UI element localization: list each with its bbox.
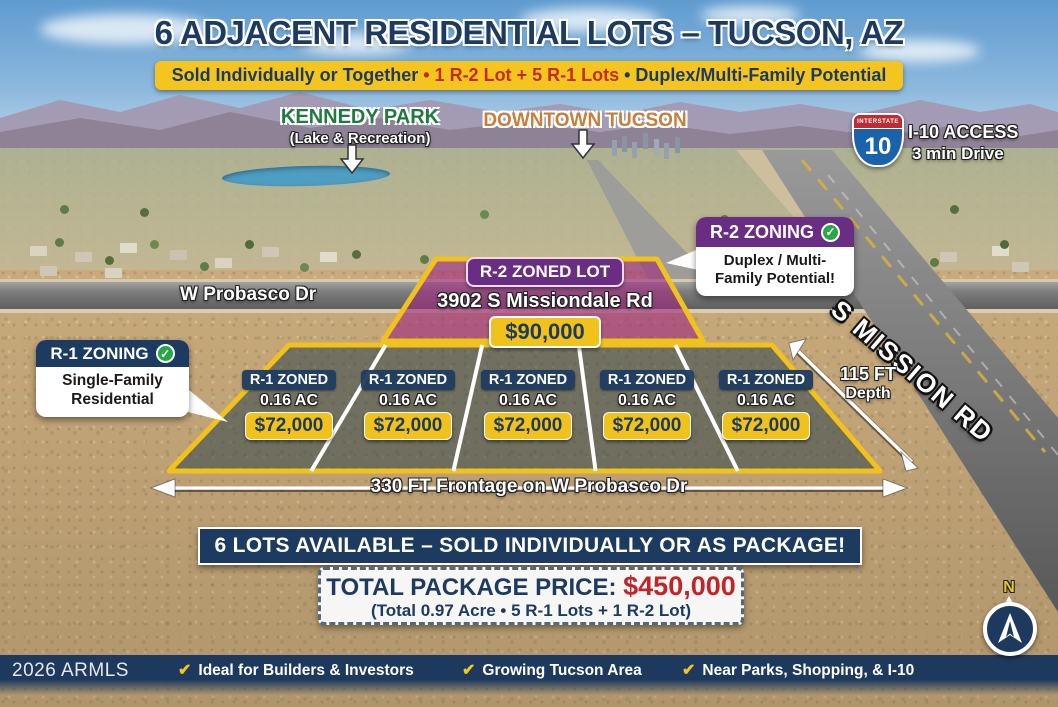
lot-zoning-badge: R-1 ZONED — [718, 370, 814, 390]
depth-arrow — [788, 338, 920, 472]
r2-callout-tail — [666, 247, 703, 271]
lot-zoning-badge: R-1 ZONED — [360, 370, 456, 390]
r1-lot-label-5: R-1 ZONED 0.16 AC $72,000 — [706, 370, 826, 440]
kennedy-park-arrow — [339, 144, 365, 175]
lot-area: 0.16 AC — [498, 392, 558, 409]
r1-lot-label-4: R-1 ZONED 0.16 AC $72,000 — [587, 370, 707, 440]
lot-price-badge: $72,000 — [721, 412, 811, 440]
depth-dimension-label: 115 FT Depth — [818, 364, 918, 403]
lot-zoning-badge: R-1 ZONED — [241, 370, 337, 390]
r1-lot-label-2: R-1 ZONED 0.16 AC $72,000 — [348, 370, 468, 440]
check-icon: ✔ — [178, 662, 192, 679]
check-circle-icon: ✓ — [821, 222, 840, 242]
check-circle-icon: ✓ — [155, 344, 175, 363]
page-title: 6 ADJACENT RESIDENTIAL LOTS – TUCSON, AZ — [154, 14, 904, 51]
downtown-title: DOWNTOWN TUCSON — [483, 110, 687, 131]
lot-area: 0.16 AC — [736, 392, 796, 409]
footer-item-3: ✔ Near Parks, Shopping, & I-10 — [682, 660, 914, 680]
availability-banner: 6 LOTS AVAILABLE – SOLD INDIVIDUALLY OR … — [198, 527, 862, 565]
lot-area: 0.16 AC — [259, 392, 319, 409]
r2-lot-price-badge: $90,000 — [489, 316, 601, 348]
cloud — [860, 40, 980, 62]
i10-access-label: I-10 ACCESS 3 min Drive — [908, 122, 1038, 164]
footer-item-text: Growing Tucson Area — [482, 662, 642, 679]
r1-lot-label-3: R-1 ZONED 0.16 AC $72,000 — [468, 370, 588, 440]
r2-lot-address: 3902 S Missiondale Rd — [437, 290, 653, 312]
lot-area: 0.16 AC — [617, 392, 677, 409]
lot-area: 0.16 AC — [378, 392, 438, 409]
frontage-arrow — [149, 478, 909, 498]
i10-access-line2: 3 min Drive — [912, 144, 1004, 163]
downtown-arrow — [570, 129, 596, 160]
kennedy-park-label: KENNEDY PARK (Lake & Recreation) — [250, 106, 470, 147]
r1-lots-polygon — [166, 342, 883, 474]
subtitle-part2: • Duplex/Multi-Family Potential — [619, 65, 887, 85]
total-price-value: $450,000 — [623, 571, 736, 601]
kennedy-park-title: KENNEDY PARK — [280, 106, 440, 128]
r2-zoning-header: R-2 ZONING ✓ — [696, 217, 854, 247]
subtitle-part1: Sold Individually or Together — [171, 65, 424, 85]
lot-zoning-badge: R-1 ZONED — [480, 370, 576, 390]
r2-lot-labels: R-2 ZONED LOT 3902 S Missiondale Rd $90,… — [425, 257, 665, 348]
r2-zoning-callout: R-2 ZONING ✓ Duplex / Multi-Family Potent… — [696, 217, 854, 296]
total-price-box: TOTAL PACKAGE PRICE: $450,000 (Total 0.9… — [318, 567, 744, 625]
r1-zoning-header: R-1 ZONING ✓ — [36, 340, 189, 367]
cloud — [40, 14, 210, 44]
total-price-line: TOTAL PACKAGE PRICE: $450,000 — [326, 571, 736, 602]
compass-arrow — [998, 613, 1022, 643]
check-icon: ✔ — [682, 662, 696, 679]
footer-item-text: Ideal for Builders & Investors — [198, 662, 414, 679]
interstate-10-shield-icon: INTERSTATE 10 — [852, 113, 904, 167]
lot-price-badge: $72,000 — [602, 412, 692, 440]
r2-lot-badge: R-2 ZONED LOT — [465, 257, 625, 287]
kennedy-park-subtitle: (Lake & Recreation) — [289, 130, 431, 147]
subtitle-highlight: • 1 R-2 Lot + 5 R-1 Lots — [423, 65, 620, 85]
footer-item-text: Near Parks, Shopping, & I-10 — [702, 662, 915, 679]
compass-icon — [983, 602, 1037, 656]
compass-north-label: N — [1003, 579, 1015, 596]
probasco-road-label: W Probasco Dr — [180, 284, 317, 305]
depth-unit-label: Depth — [845, 384, 891, 402]
footer-bar — [0, 655, 1058, 695]
cloud — [300, 34, 410, 54]
lot-price-badge: $72,000 — [363, 412, 453, 440]
r1-zoning-body: Single-Family Residential — [62, 372, 163, 408]
shield-number: 10 — [864, 133, 892, 160]
shield-interstate-text: INTERSTATE — [854, 115, 902, 129]
r2-zoning-body: Duplex / Multi-Family Potential! — [714, 252, 836, 288]
cloud — [520, 8, 660, 32]
total-price-details: (Total 0.97 Acre • 5 R-1 Lots + 1 R-2 Lo… — [370, 601, 692, 620]
lot-price-badge: $72,000 — [244, 412, 334, 440]
lot-price-badge: $72,000 — [483, 412, 573, 440]
footer-item-2: ✔ Growing Tucson Area — [462, 660, 642, 680]
r1-zoning-callout: R-1 ZONING ✓ Single-Family Residential — [36, 340, 189, 417]
highway-to-downtown — [587, 160, 712, 279]
mountain-range — [0, 92, 1058, 152]
armls-watermark: 2026 ARMLS — [12, 660, 129, 681]
total-price-label: TOTAL PACKAGE PRICE: — [326, 574, 624, 601]
cloud — [700, 6, 800, 24]
compass-needle-tip — [1004, 596, 1014, 605]
depth-value: 115 FT — [839, 364, 897, 384]
r1-lot-label-1: R-1 ZONED 0.16 AC $72,000 — [229, 370, 349, 440]
frontage-dimension-label: 330 FT Frontage on W Probasco Dr — [370, 476, 688, 497]
r1-zoning-header-text: R-1 ZONING — [50, 343, 149, 363]
footer-item-1: ✔ Ideal for Builders & Investors — [178, 660, 414, 680]
check-icon: ✔ — [462, 662, 476, 679]
downtown-label: DOWNTOWN TUCSON — [475, 110, 695, 132]
i10-access-line1: I-10 ACCESS — [908, 122, 1019, 142]
r2-zoning-header-text: R-2 ZONING — [709, 221, 814, 242]
lot-zoning-badge: R-1 ZONED — [599, 370, 695, 390]
subtitle-banner: Sold Individually or Together • 1 R-2 Lo… — [155, 61, 903, 90]
